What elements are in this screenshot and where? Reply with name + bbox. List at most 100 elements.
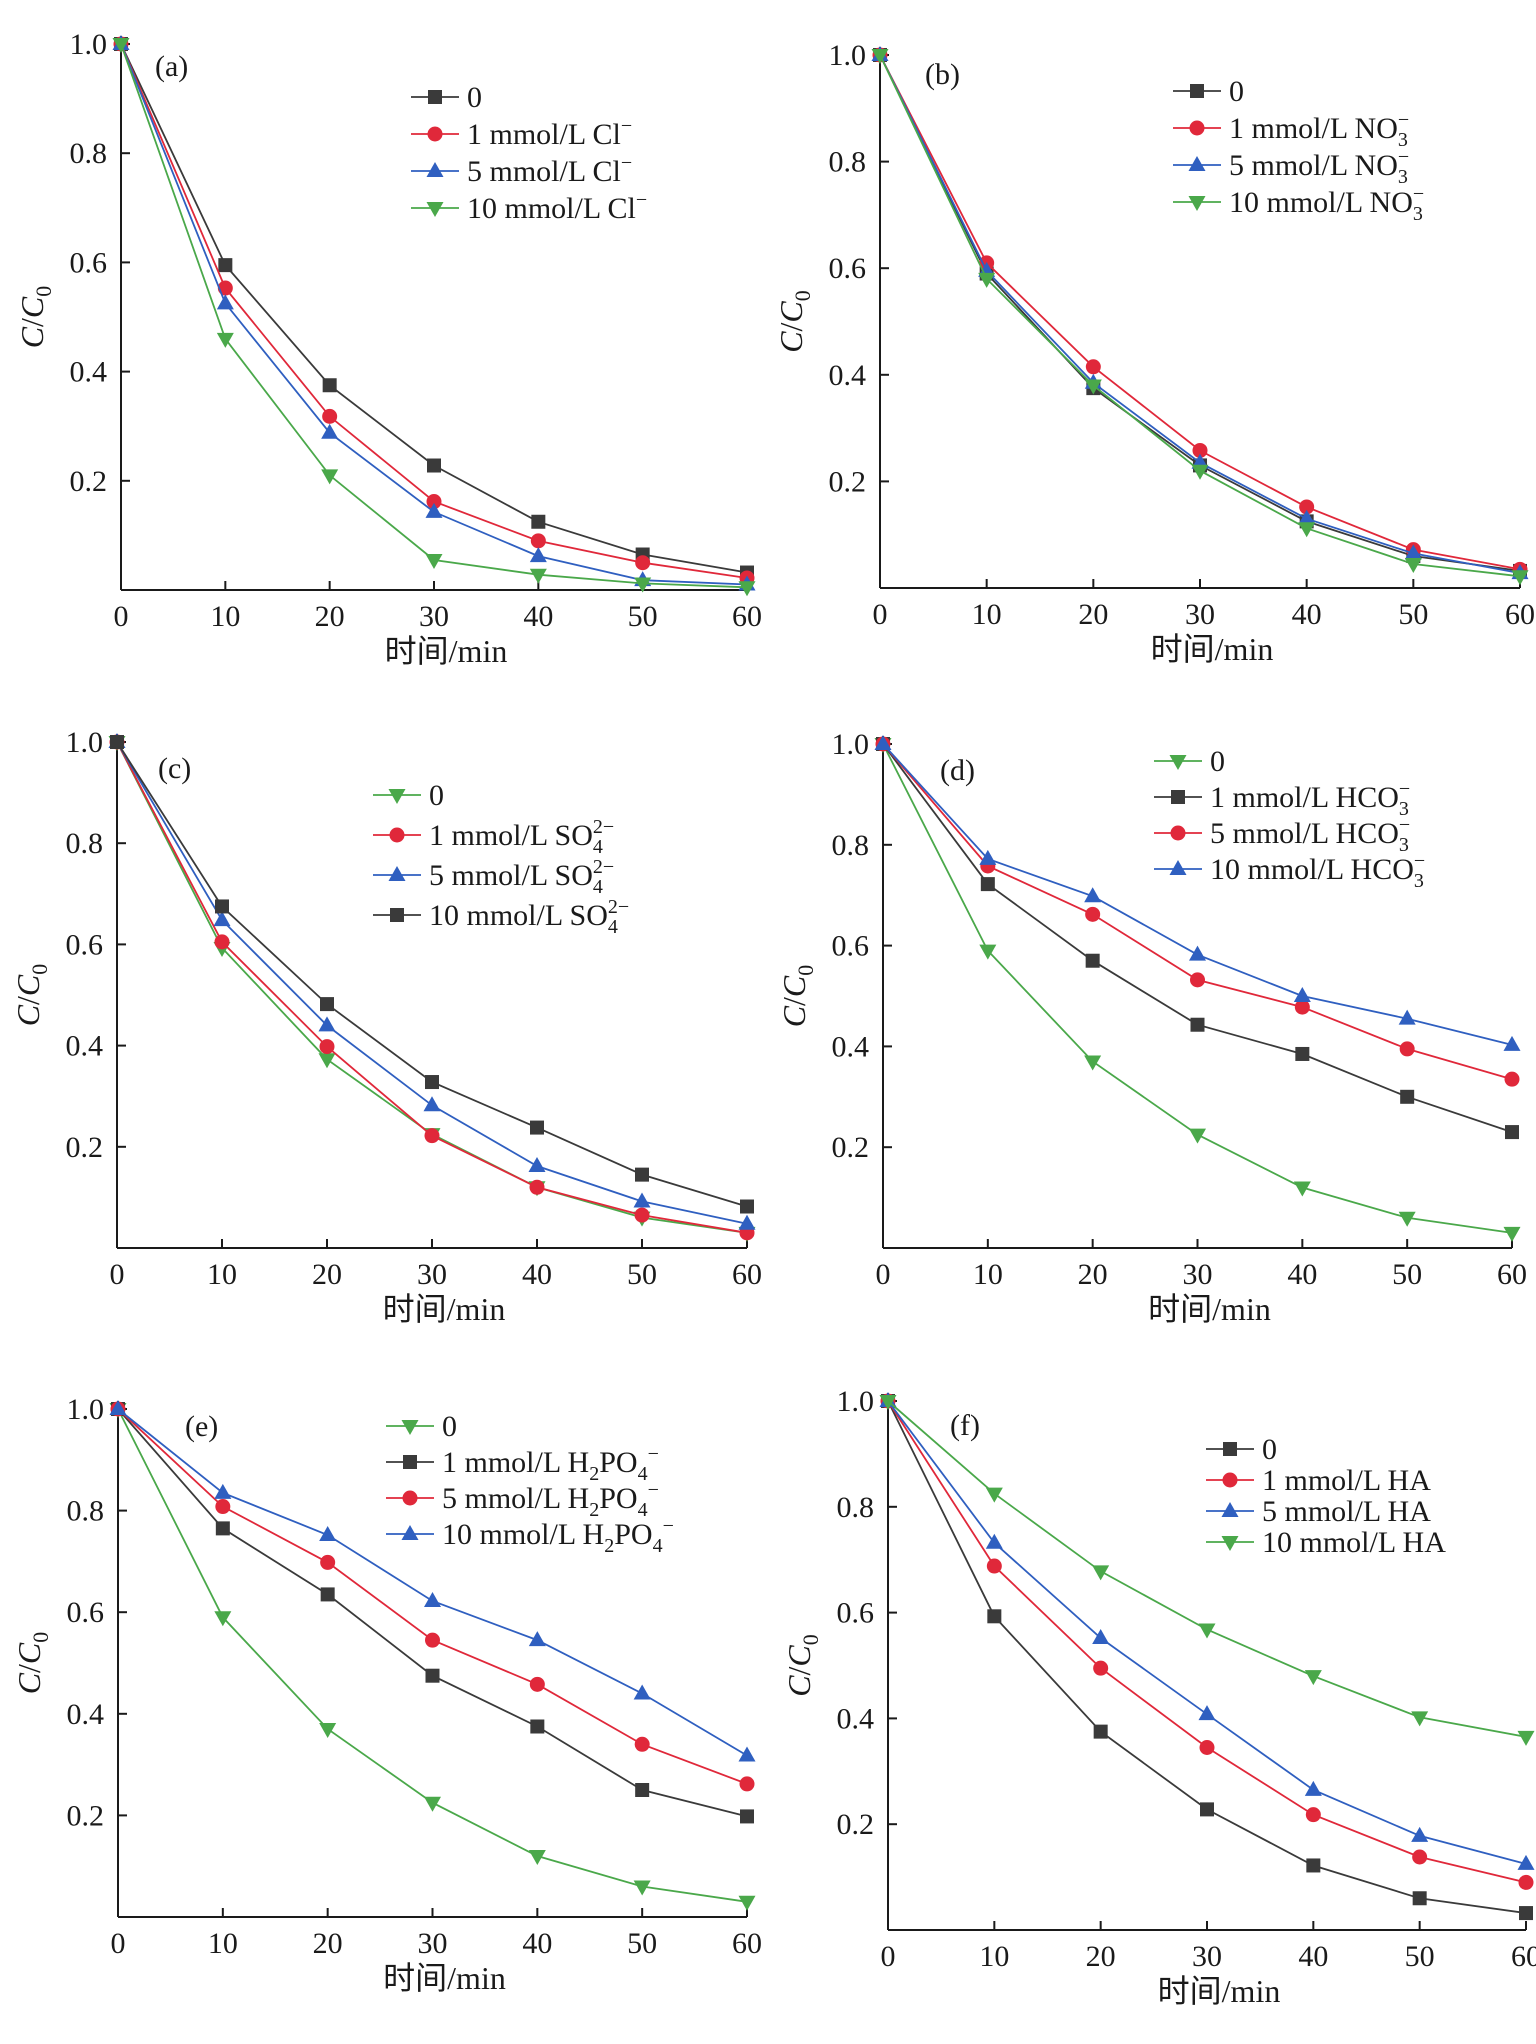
data-point <box>528 1157 546 1173</box>
data-point <box>739 1776 755 1792</box>
legend-label: 10 mmol/L HA <box>1262 1526 1446 1559</box>
data-point <box>1199 1739 1215 1755</box>
legend-marker <box>1188 156 1206 171</box>
panel-label: (a) <box>155 50 188 83</box>
legend-item: 0 <box>373 779 444 812</box>
legend-marker <box>426 202 444 217</box>
data-point <box>1298 509 1316 525</box>
data-point <box>633 1192 651 1208</box>
data-point <box>530 533 546 549</box>
legend: 01 mmol/L NO3−5 mmol/L NO3−10 mmol/L NO3… <box>1173 75 1424 225</box>
chart-panel-d: 0 10 20 30 40 50 60 0.2 0.4 0.6 0.8 1.0 时间/min C/C0 (d… <box>776 728 1527 1327</box>
data-point <box>635 1783 650 1797</box>
x-axis-title: 时间/min <box>1151 631 1274 667</box>
x-axis-title: 时间/min <box>1148 1291 1271 1327</box>
y-tick-label: 0.2 <box>832 1131 870 1164</box>
legend-label: 5 mmol/L Cl− <box>467 152 632 188</box>
data-point <box>1198 1623 1216 1639</box>
data-point <box>320 1587 335 1602</box>
data-point <box>978 272 996 288</box>
legend-marker <box>426 162 444 177</box>
panel-label: (c) <box>158 752 191 785</box>
data-point <box>1398 1211 1416 1227</box>
data-point <box>1519 1906 1533 1921</box>
legend-item: 1 mmol/L HA <box>1206 1464 1431 1497</box>
series-3 <box>112 35 756 591</box>
data-point <box>1294 999 1310 1015</box>
y-tick-label: 0.8 <box>67 1495 105 1528</box>
data-point <box>1412 1891 1427 1906</box>
data-point <box>979 849 997 865</box>
legend-label: 10 mmol/L Cl− <box>467 189 647 225</box>
legend-item: 5 mmol/L H2PO4− <box>386 1479 659 1521</box>
data-point <box>1517 1730 1535 1746</box>
data-point <box>1298 522 1316 538</box>
data-point <box>740 1199 754 1214</box>
series-3 <box>110 1401 755 1792</box>
data-point <box>871 49 889 64</box>
y-tick-label: 0.2 <box>66 1131 104 1164</box>
y-tick-label: 1.0 <box>837 1385 875 1418</box>
y-axis-title: C/C0 <box>10 964 52 1027</box>
data-point <box>1399 1041 1415 1057</box>
legend-label: 0 <box>467 81 482 114</box>
data-point <box>213 911 231 927</box>
y-tick-label: 0.4 <box>67 1698 105 1731</box>
legend-marker <box>403 1455 417 1469</box>
data-point <box>112 38 130 53</box>
legend-marker <box>388 866 406 881</box>
legend-marker <box>1223 1442 1237 1456</box>
data-point <box>425 502 443 518</box>
legend-label: 0 <box>1262 1433 1277 1466</box>
x-tick-label: 50 <box>1405 1940 1435 1973</box>
data-point <box>1503 1035 1521 1051</box>
x-tick-label: 50 <box>627 1927 657 1960</box>
x-tick-label: 30 <box>1183 1258 1213 1291</box>
series-line <box>882 743 1513 1133</box>
series-line <box>882 743 1513 1046</box>
series-4 <box>112 38 756 597</box>
y-tick-label: 0.4 <box>70 356 108 389</box>
data-point <box>1404 558 1422 574</box>
legend-item: 0 <box>386 1410 457 1443</box>
legend-item: 5 mmol/L Cl− <box>411 152 632 188</box>
data-point <box>318 1016 336 1032</box>
data-point <box>321 469 339 485</box>
legend-label: 5 mmol/L HA <box>1262 1495 1431 1528</box>
x-tick-label: 60 <box>732 1258 762 1291</box>
data-point <box>1293 987 1311 1002</box>
data-point <box>1293 1181 1311 1197</box>
legend-label: 0 <box>1210 745 1225 778</box>
data-point <box>634 577 652 593</box>
chart-panel-c: 0 10 20 30 40 50 60 0.2 0.4 0.6 0.8 1.0 时间/min C/C0 (c… <box>10 726 762 1327</box>
data-point <box>1093 1724 1108 1739</box>
legend-marker <box>1169 860 1187 875</box>
y-axis-title: C/C0 <box>781 1634 823 1697</box>
legend-item: 10 mmol/L NO3− <box>1173 183 1424 225</box>
data-point <box>1400 1089 1415 1104</box>
legend-marker <box>402 1490 418 1506</box>
legend-item: 5 mmol/L HCO3− <box>1154 814 1410 856</box>
legend-marker <box>428 90 442 104</box>
data-point <box>985 1533 1003 1549</box>
data-point <box>322 408 338 424</box>
y-tick-label: 1.0 <box>67 1393 105 1426</box>
x-axis-title: 时间/min <box>383 1291 506 1327</box>
x-tick-label: 0 <box>114 600 129 633</box>
series-line <box>882 743 1513 1234</box>
legend-marker <box>1189 120 1205 136</box>
data-point <box>635 1167 649 1182</box>
data-point <box>1504 1071 1520 1087</box>
data-point <box>1518 1874 1534 1890</box>
data-point <box>1092 1628 1110 1644</box>
x-tick-label: 40 <box>522 1258 552 1291</box>
y-tick-label: 0.8 <box>837 1491 875 1524</box>
x-tick-label: 50 <box>1392 1258 1422 1291</box>
x-tick-label: 30 <box>1192 1940 1222 1973</box>
legend-label: 0 <box>442 1410 457 1443</box>
y-axis-title: C/C0 <box>773 290 815 353</box>
data-point <box>1085 906 1101 922</box>
data-point <box>216 294 234 310</box>
data-point <box>1085 953 1100 968</box>
